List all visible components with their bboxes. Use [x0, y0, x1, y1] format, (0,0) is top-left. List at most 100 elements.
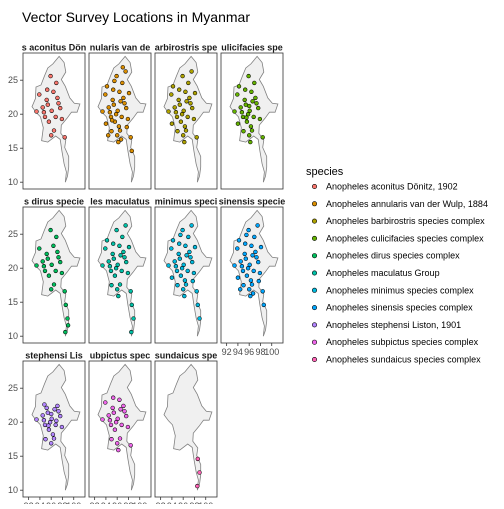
legend-label: Anopheles barbirostris species complex	[326, 216, 485, 226]
data-point	[253, 95, 258, 101]
myanmar-map	[97, 209, 147, 337]
data-point	[62, 135, 67, 140]
data-point	[121, 249, 126, 255]
legend-label: Anopheles culicifacies species complex	[326, 233, 484, 243]
data-point	[108, 268, 114, 274]
data-point	[244, 119, 250, 124]
data-point	[119, 114, 124, 120]
data-point	[260, 135, 265, 140]
facet-panel: minimus speci	[154, 196, 218, 344]
chart-title: Vector Survey Locations in Myanmar	[22, 9, 250, 25]
facet-strip-label: s aconitus Dön	[22, 43, 87, 53]
data-point	[116, 139, 121, 145]
data-point	[109, 118, 115, 123]
data-point	[120, 65, 125, 70]
data-point	[118, 137, 124, 142]
data-point	[182, 293, 187, 299]
data-point	[41, 264, 47, 269]
data-point	[115, 441, 120, 446]
legend-key-point	[311, 184, 317, 190]
data-point	[190, 105, 195, 111]
data-point	[243, 241, 248, 246]
data-point	[239, 110, 245, 115]
data-point	[243, 256, 248, 261]
myanmar-map	[229, 55, 279, 183]
facet-strip	[89, 196, 151, 207]
data-point	[54, 80, 59, 86]
facet-strip	[23, 196, 85, 207]
data-point	[34, 263, 39, 268]
legend-item: Anopheles sinensis species complex	[306, 299, 473, 317]
data-point	[238, 105, 243, 110]
facet-panel: nularis van de	[88, 42, 152, 190]
data-point	[42, 114, 48, 120]
data-point	[49, 133, 54, 138]
data-point	[236, 238, 242, 243]
legend-item: Anopheles annularis van der Wulp, 1884	[306, 195, 488, 213]
data-point	[43, 437, 48, 442]
data-point	[184, 99, 189, 104]
data-point	[53, 268, 58, 274]
facet-strip-label: sundaicus spe	[155, 351, 218, 361]
data-point	[256, 278, 261, 284]
data-point	[51, 436, 57, 441]
data-point	[182, 278, 188, 283]
data-point	[248, 293, 253, 299]
data-point	[179, 266, 185, 271]
data-point	[106, 413, 111, 418]
myanmar-map	[97, 363, 147, 491]
data-point	[247, 133, 252, 138]
data-point	[125, 270, 131, 276]
data-point	[177, 256, 182, 261]
legend-title: species	[306, 166, 344, 178]
facet-strip	[23, 42, 85, 53]
data-point	[109, 437, 114, 442]
data-point	[186, 80, 191, 86]
data-point	[128, 443, 133, 448]
data-point	[113, 266, 119, 271]
legend-item: Anopheles culicifacies species complex	[306, 229, 484, 247]
data-point	[112, 78, 117, 84]
data-point	[244, 115, 249, 120]
data-point	[55, 249, 60, 255]
data-point	[239, 264, 245, 269]
facet-strip	[155, 42, 217, 53]
data-point	[107, 110, 113, 115]
data-point	[172, 105, 177, 110]
data-point	[166, 109, 171, 114]
data-point	[62, 289, 67, 294]
legend-label: Anopheles minimus species complex	[326, 285, 474, 295]
data-point	[254, 101, 259, 106]
facet-strip	[89, 42, 151, 53]
data-point	[45, 102, 50, 107]
data-point	[65, 316, 70, 321]
data-point	[111, 410, 116, 415]
data-point	[117, 282, 123, 287]
x-tick-label: 98	[255, 347, 265, 357]
y-tick-label: 15	[8, 451, 18, 461]
myanmar-map	[31, 209, 81, 337]
data-point	[183, 243, 188, 248]
facet-strip	[89, 350, 151, 361]
data-point	[40, 259, 45, 264]
data-point	[104, 238, 110, 243]
data-point	[251, 114, 256, 120]
data-point	[178, 273, 184, 278]
legend-label: Anopheles dirus species complex	[326, 251, 460, 261]
data-point	[58, 413, 63, 419]
data-point	[114, 73, 119, 79]
data-point	[179, 112, 185, 117]
data-point	[185, 114, 190, 120]
data-point	[181, 287, 186, 292]
data-point	[115, 133, 120, 138]
facet-panels: s aconitus Dön nularis van de arbirostris …	[22, 42, 285, 498]
y-tick-label: 25	[8, 383, 18, 393]
data-point	[46, 119, 52, 124]
data-point	[52, 407, 57, 412]
data-point	[121, 95, 126, 101]
data-point	[120, 234, 125, 240]
data-point	[252, 234, 257, 240]
data-point	[250, 253, 255, 258]
legend-item: Anopheles aconitus Dönitz, 1902	[306, 178, 458, 195]
